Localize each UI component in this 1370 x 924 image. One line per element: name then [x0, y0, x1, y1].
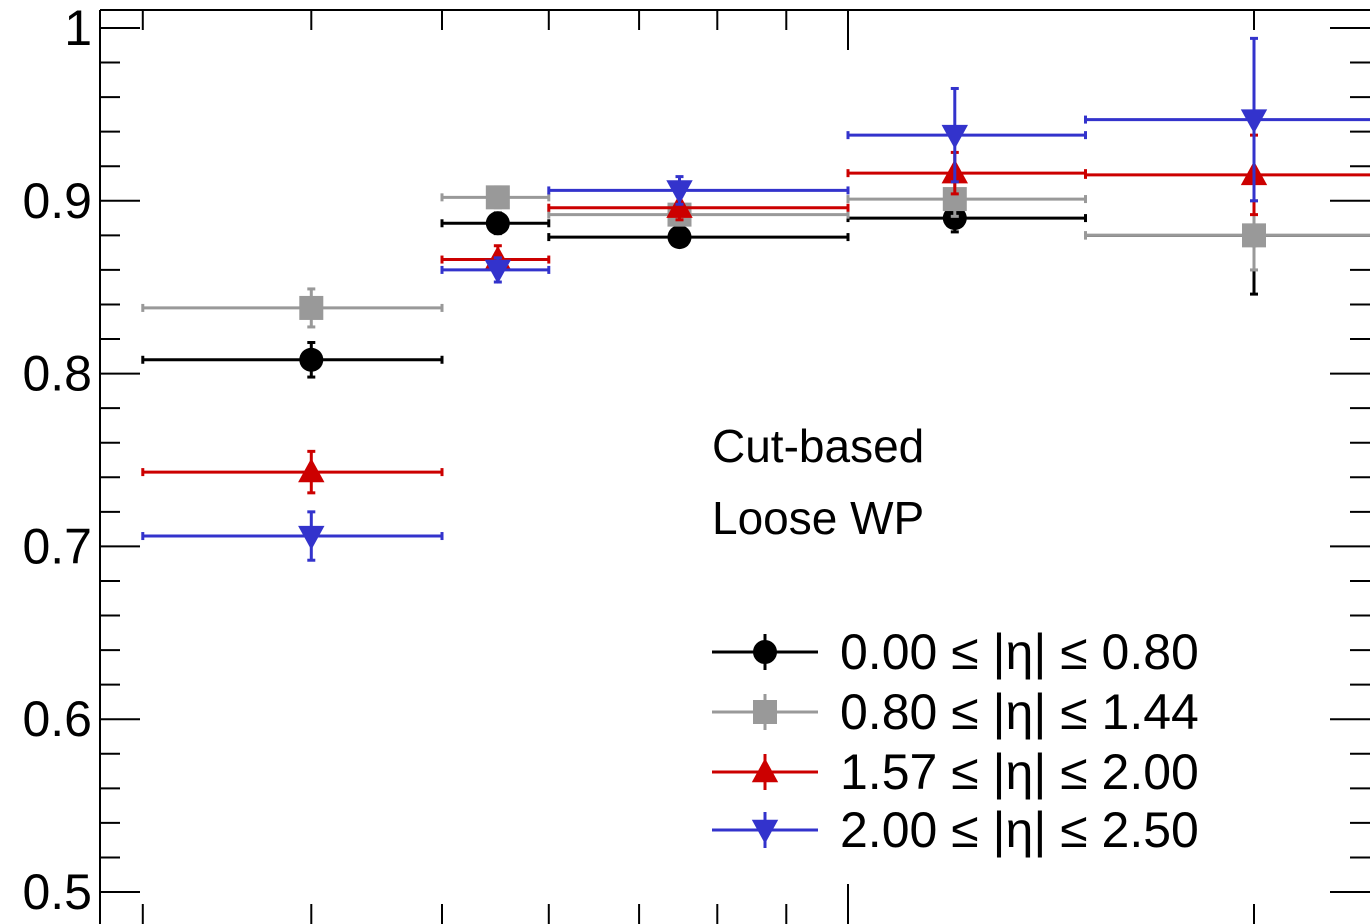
annotation-line-2: Loose WP [712, 492, 924, 544]
data-point [299, 347, 324, 372]
data-point [484, 259, 512, 284]
series-2 [141, 180, 1370, 329]
y-tick-label: 0.7 [22, 518, 92, 574]
legend-marker [753, 640, 777, 664]
legend-label: 2.00 ≤ |η| ≤ 2.50 [840, 802, 1199, 858]
y-tick-labels: 0.5 0.6 0.7 0.8 0.9 1 [22, 0, 92, 920]
legend-marker [753, 700, 777, 724]
legend-entry-2: 0.80 ≤ |η| ≤ 1.44 [712, 684, 1199, 740]
data-point [941, 124, 968, 149]
data-point [485, 211, 510, 236]
y-tick-label: 0.5 [22, 864, 92, 920]
data-point [485, 185, 510, 210]
data-point [298, 525, 325, 550]
legend-entry-3: 1.57 ≤ |η| ≤ 2.00 [712, 744, 1199, 800]
data-series [141, 36, 1370, 562]
annotation-line-1: Cut-based [712, 420, 924, 472]
legend-entry-1: 0.00 ≤ |η| ≤ 0.80 [712, 624, 1199, 680]
data-point [667, 225, 692, 250]
series-4 [141, 36, 1370, 562]
y-tick-label: 1 [64, 0, 92, 56]
data-point [666, 180, 693, 205]
data-point [1240, 109, 1268, 134]
legend-marker [751, 758, 779, 783]
legend-marker [751, 819, 779, 844]
data-point [942, 206, 967, 231]
data-point [299, 295, 324, 320]
y-tick-label: 0.9 [22, 173, 92, 229]
data-point [666, 193, 693, 218]
legend: 0.00 ≤ |η| ≤ 0.800.80 ≤ |η| ≤ 1.441.57 ≤… [712, 624, 1199, 858]
legend-label: 1.57 ≤ |η| ≤ 2.00 [840, 744, 1199, 800]
legend-label: 0.00 ≤ |η| ≤ 0.80 [840, 624, 1199, 680]
data-point [298, 458, 325, 483]
y-tick-label: 0.6 [22, 691, 92, 747]
legend-entry-4: 2.00 ≤ |η| ≤ 2.50 [712, 802, 1199, 858]
y-tick-label: 0.8 [22, 346, 92, 402]
axis-ticks [100, 10, 1370, 924]
data-point [1242, 223, 1266, 248]
legend-label: 0.80 ≤ |η| ≤ 1.44 [840, 684, 1199, 740]
